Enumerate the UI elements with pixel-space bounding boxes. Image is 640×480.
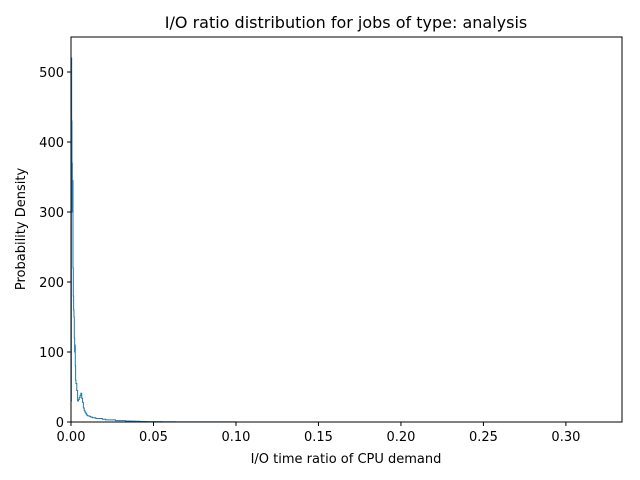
y-axis-label: Probability Density: [14, 168, 29, 291]
axes-frame: [70, 36, 623, 423]
y-tick-label: 300: [39, 206, 64, 221]
chart-title: I/O ratio distribution for jobs of type:…: [165, 13, 527, 32]
y-tick-label: 400: [39, 136, 64, 151]
y-tick-label: 500: [39, 66, 64, 81]
x-axis-label: I/O time ratio of CPU demand: [251, 452, 442, 467]
x-tick-label: 0.30: [551, 430, 580, 445]
x-axis-ticks: 0.00 0.05 0.10 0.15 0.20 0.25 0.30: [57, 422, 580, 445]
y-axis-ticks: 0 100 200 300 400 500: [39, 66, 71, 431]
x-tick-label: 0.25: [469, 430, 498, 445]
x-tick-label: 0.00: [57, 430, 86, 445]
y-tick-label: 0: [56, 416, 64, 431]
x-tick-label: 0.15: [304, 430, 333, 445]
x-tick-label: 0.20: [386, 430, 415, 445]
y-tick-label: 100: [39, 346, 64, 361]
y-tick-label: 200: [39, 276, 64, 291]
x-tick-label: 0.10: [221, 430, 250, 445]
x-tick-label: 0.05: [139, 430, 168, 445]
